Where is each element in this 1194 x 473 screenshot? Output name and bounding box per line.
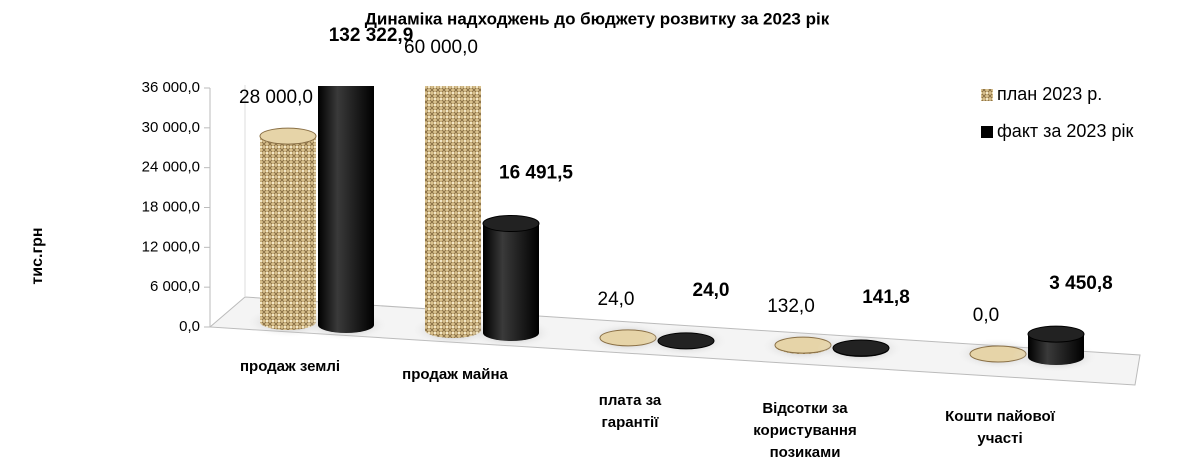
y-tick-label: 12 000,0 xyxy=(142,238,200,255)
data-label: 28 000,0 xyxy=(239,87,313,108)
data-label: 3 450,8 xyxy=(1049,273,1112,294)
bar-top xyxy=(483,216,539,232)
legend-label: план 2023 р. xyxy=(997,84,1102,104)
data-label: 132,0 xyxy=(767,296,815,317)
x-tick-label: продаж майна xyxy=(402,366,508,383)
y-tick-label: 24 000,0 xyxy=(142,159,200,176)
data-label: 24,0 xyxy=(693,280,730,301)
legend-swatch xyxy=(981,126,993,138)
bar-top xyxy=(1028,326,1084,342)
legend-swatch xyxy=(981,89,993,101)
bar-body xyxy=(318,0,374,325)
bar xyxy=(260,128,316,330)
bar xyxy=(483,216,539,341)
y-tick-label: 30 000,0 xyxy=(142,119,200,136)
bar-body xyxy=(260,136,316,322)
bar-body xyxy=(483,224,539,333)
bar xyxy=(658,333,714,349)
data-label: 16 491,5 xyxy=(499,163,573,184)
bar-bottom xyxy=(318,317,374,333)
bar xyxy=(833,340,889,357)
x-tick-label: продаж землі xyxy=(240,358,340,375)
data-label: 132 322,9 xyxy=(329,25,414,46)
data-label: 24,0 xyxy=(598,289,635,310)
bar xyxy=(318,0,374,333)
bar-top xyxy=(658,333,714,349)
chart-title: Динаміка надходжень до бюджету розвитку … xyxy=(365,9,830,28)
y-axis-title: тис.грн xyxy=(29,227,46,284)
bar-bottom xyxy=(483,325,539,341)
data-label: 60 000,0 xyxy=(404,37,478,58)
data-label: 0,0 xyxy=(973,305,999,326)
bar-bottom xyxy=(1028,349,1084,365)
bar xyxy=(1028,326,1084,365)
y-tick-label: 6 000,0 xyxy=(150,278,200,295)
data-label: 141,8 xyxy=(862,287,910,308)
bar-top xyxy=(260,128,316,144)
y-tick-label: 36 000,0 xyxy=(142,79,200,96)
bar-top xyxy=(833,340,889,356)
y-tick-label: 0,0 xyxy=(179,318,200,335)
y-tick-label: 18 000,0 xyxy=(142,198,200,215)
legend-label: факт за 2023 рік xyxy=(997,121,1133,141)
